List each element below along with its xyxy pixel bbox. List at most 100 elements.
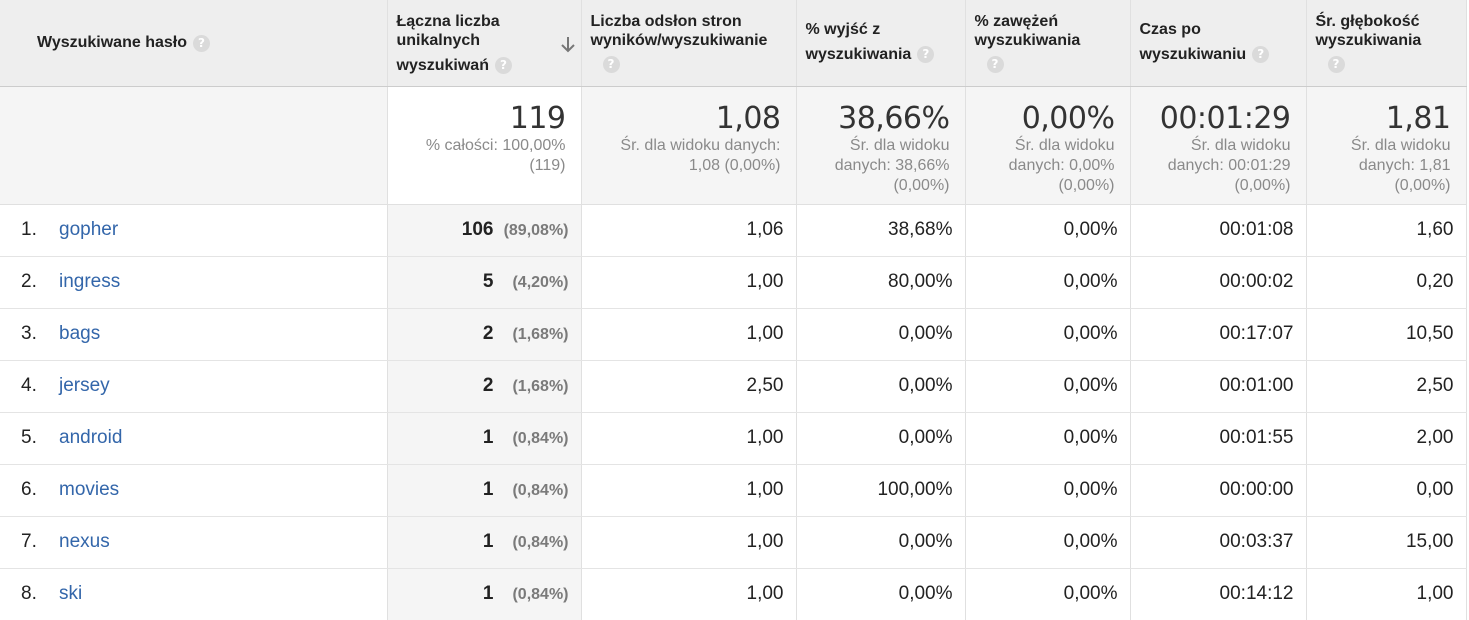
search-depth-cell: 15,00 — [1306, 516, 1467, 569]
column-header-label: Czas po — [1139, 21, 1201, 38]
column-header-unique-searches[interactable]: Łączna liczba unikalnych wyszukiwań? — [387, 0, 582, 87]
row-index: 4. — [21, 375, 37, 396]
column-header-search-term[interactable]: Wyszukiwane hasło? — [0, 0, 388, 87]
results-pageviews-cell: 2,50 — [581, 360, 797, 413]
search-depth-cell: 2,50 — [1306, 360, 1467, 413]
search-term-cell: 3. bags — [0, 308, 388, 361]
search-term-link[interactable]: movies — [59, 479, 120, 500]
help-icon[interactable]: ? — [1252, 46, 1270, 64]
search-term-link[interactable]: gopher — [59, 219, 119, 240]
column-header-results-pageviews[interactable]: Liczba odsłon stron wyników/wyszukiwanie… — [581, 0, 797, 87]
help-icon[interactable]: ? — [494, 57, 512, 75]
search-refinements-cell: 0,00% — [965, 412, 1131, 465]
table-row: 3. bags 2 (1,68%) 1,00 0,00% 0,00% 00:17:0… — [0, 308, 1467, 361]
total-search-exits: 38,66% Śr. dla widoku danych: 38,66% (0,… — [796, 86, 966, 205]
total-subtext: danych: 0,00% — [1008, 156, 1115, 174]
search-depth-cell: 2,00 — [1306, 412, 1467, 465]
search-term-cell: 6. movies — [0, 464, 388, 517]
unique-searches-value: 1 — [482, 479, 494, 500]
column-header-label: wyszukiwania — [1315, 32, 1422, 49]
total-subtext: (119) — [529, 156, 566, 174]
total-subtext: danych: 00:01:29 — [1167, 156, 1291, 174]
total-subtext: (0,00%) — [1058, 176, 1115, 194]
unique-searches-cell: 1 (0,84%) — [387, 568, 582, 620]
totals-row: 119 % całości: 100,00% (119) 1,08 Śr. dl… — [0, 86, 1467, 205]
total-subtext: Śr. dla widoku — [1190, 136, 1291, 154]
total-value: 38,66% — [838, 100, 950, 136]
search-term-link[interactable]: android — [59, 427, 123, 448]
time-after-search-cell: 00:00:00 — [1130, 464, 1307, 517]
unique-searches-cell: 1 (0,84%) — [387, 412, 582, 465]
results-pageviews-cell: 1,00 — [581, 412, 797, 465]
results-pageviews-cell: 1,00 — [581, 464, 797, 517]
search-term-cell: 5. android — [0, 412, 388, 465]
row-index: 2. — [21, 271, 37, 292]
total-value: 0,00% — [1021, 100, 1115, 136]
column-header-label: % wyjść z — [805, 21, 881, 38]
column-header-search-depth[interactable]: Śr. głębokość wyszukiwania ? — [1306, 0, 1467, 87]
column-header-search-refinements[interactable]: % zawężeń wyszukiwania ? — [965, 0, 1131, 87]
help-icon[interactable]: ? — [917, 46, 935, 64]
unique-searches-value: 2 — [482, 375, 494, 396]
help-icon[interactable]: ? — [602, 56, 620, 73]
column-header-label: wyszukiwaniu — [1139, 46, 1247, 63]
help-icon[interactable]: ? — [986, 56, 1004, 73]
time-after-search-cell: 00:01:55 — [1130, 412, 1307, 465]
row-index: 1. — [21, 219, 37, 240]
search-term-cell: 4. jersey — [0, 360, 388, 413]
table-row: 5. android 1 (0,84%) 1,00 0,00% 0,00% 00:0… — [0, 412, 1467, 465]
search-term-link[interactable]: ski — [59, 583, 83, 604]
total-subtext: % całości: 100,00% — [425, 136, 566, 154]
search-depth-cell: 1,00 — [1306, 568, 1467, 620]
column-header-time-after-search[interactable]: Czas po wyszukiwaniu? — [1130, 0, 1307, 87]
results-pageviews-cell: 1,06 — [581, 204, 797, 257]
total-subtext: danych: 1,81 — [1358, 156, 1451, 174]
column-header-label: wyników/wyszukiwanie — [590, 32, 768, 49]
time-after-search-cell: 00:01:00 — [1130, 360, 1307, 413]
column-header-label: Wyszukiwane hasło — [37, 34, 187, 52]
total-search-depth: 1,81 Śr. dla widoku danych: 1,81 (0,00%) — [1306, 86, 1467, 205]
search-exits-cell: 80,00% — [796, 256, 966, 309]
unique-searches-percent: (1,68%) — [512, 326, 569, 343]
search-term-link[interactable]: bags — [59, 323, 101, 344]
unique-searches-cell: 1 (0,84%) — [387, 516, 582, 569]
time-after-search-cell: 00:03:37 — [1130, 516, 1307, 569]
unique-searches-value: 5 — [482, 271, 494, 292]
unique-searches-value: 106 — [461, 219, 494, 240]
help-icon[interactable]: ? — [1327, 56, 1345, 73]
total-value: 00:01:29 — [1159, 100, 1291, 136]
unique-searches-cell: 2 (1,68%) — [387, 360, 582, 413]
column-header-label: wyszukiwania — [974, 32, 1081, 49]
unique-searches-cell: 106 (89,08%) — [387, 204, 582, 257]
column-header-label: wyszukiwań — [396, 57, 489, 74]
search-depth-cell: 0,00 — [1306, 464, 1467, 517]
total-subtext: Śr. dla widoku — [1350, 136, 1451, 154]
table-row: 1. gopher 106 (89,08%) 1,06 38,68% 0,00% 0… — [0, 204, 1467, 257]
column-header-search-exits[interactable]: % wyjść z wyszukiwania? — [796, 0, 966, 87]
help-icon[interactable]: ? — [192, 34, 210, 52]
total-value: 1,81 — [1385, 100, 1451, 136]
column-header-label: Łączna liczba — [396, 13, 500, 30]
table-row: 4. jersey 2 (1,68%) 2,50 0,00% 0,00% 00:01… — [0, 360, 1467, 413]
total-subtext: (0,00%) — [1234, 176, 1291, 194]
column-header-label: Śr. głębokość — [1315, 13, 1420, 30]
results-pageviews-cell: 1,00 — [581, 308, 797, 361]
search-exits-cell: 0,00% — [796, 516, 966, 569]
search-refinements-cell: 0,00% — [965, 568, 1131, 620]
total-value: 1,08 — [715, 100, 781, 136]
unique-searches-percent: (0,84%) — [512, 586, 569, 603]
time-after-search-cell: 00:00:02 — [1130, 256, 1307, 309]
search-term-link[interactable]: nexus — [59, 531, 110, 552]
search-exits-cell: 0,00% — [796, 412, 966, 465]
search-term-link[interactable]: ingress — [59, 271, 121, 292]
total-subtext: 1,08 (0,00%) — [688, 156, 781, 174]
total-subtext: (0,00%) — [1394, 176, 1451, 194]
unique-searches-value: 2 — [482, 323, 494, 344]
search-exits-cell: 100,00% — [796, 464, 966, 517]
unique-searches-percent: (0,84%) — [512, 430, 569, 447]
results-pageviews-cell: 1,00 — [581, 568, 797, 620]
search-term-link[interactable]: jersey — [59, 375, 110, 396]
total-subtext: (0,00%) — [893, 176, 950, 194]
arrow-down-icon[interactable] — [559, 35, 577, 55]
unique-searches-percent: (0,84%) — [512, 482, 569, 499]
